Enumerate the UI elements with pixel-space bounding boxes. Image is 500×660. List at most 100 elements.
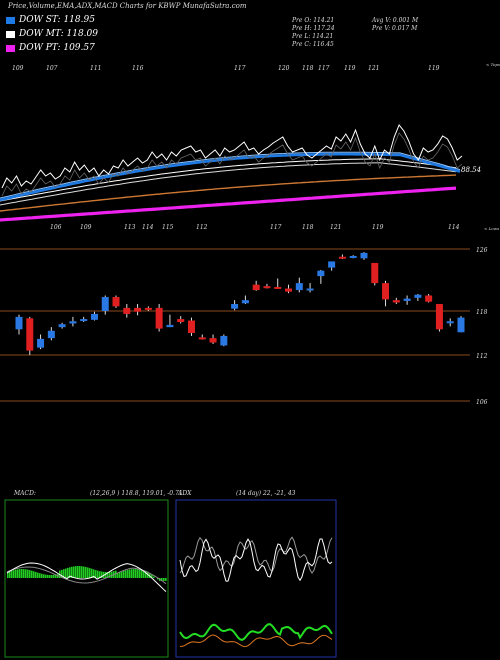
legend-label-st: DOW ST: 118.95 — [19, 15, 95, 25]
lows-label: < Lows — [484, 226, 499, 231]
low-value-label: 121 — [330, 224, 341, 231]
candle-body — [306, 288, 314, 291]
top-value-label: 109 — [12, 65, 24, 72]
macd-histogram-bar — [71, 566, 73, 578]
low-value-label: 114 — [448, 224, 460, 231]
candle-body — [360, 252, 368, 259]
macd-histogram-bar — [27, 569, 29, 578]
macd-histogram-bar — [163, 578, 165, 581]
low-value-label: 117 — [270, 224, 282, 231]
candle-body — [403, 298, 411, 301]
macd-histogram-bar — [37, 572, 39, 578]
macd-histogram-bar — [25, 569, 27, 578]
macd-histogram-bar — [99, 571, 101, 578]
st-ema-line — [0, 152, 461, 202]
top-value-label: 117 — [234, 65, 246, 72]
macd-histogram-bar — [85, 566, 87, 578]
candle-body — [338, 256, 346, 259]
top-value-label: 107 — [46, 65, 58, 72]
candle-body — [15, 316, 23, 330]
legend-swatch-st — [6, 16, 15, 24]
lt-ema-line — [0, 174, 457, 212]
candle-body — [285, 288, 293, 292]
macd-histogram-bar — [87, 567, 89, 578]
candle-body — [47, 330, 55, 339]
macd-histogram-bar — [145, 570, 147, 578]
macd-histogram-bar — [97, 570, 99, 578]
macd-histogram-bar — [39, 573, 41, 578]
macd-values: (12,26,9 ) 118.8, 119.01, -0.71 — [90, 490, 183, 497]
candle-body — [252, 284, 260, 291]
macd-histogram-bar — [127, 569, 129, 578]
candle-body — [263, 286, 271, 289]
macd-histogram-bar — [69, 567, 71, 578]
candle-body — [392, 300, 400, 303]
candle-body — [177, 319, 185, 322]
macd-histogram-bar — [157, 578, 159, 580]
macd-histogram-bar — [93, 569, 95, 578]
macd-histogram-bar — [21, 569, 23, 578]
candle-body — [134, 307, 142, 312]
legend-dow-st: DOW ST: 118.95 — [6, 15, 95, 25]
adx-minus-di-line — [179, 536, 333, 574]
candle-body — [295, 283, 303, 291]
candle-body — [446, 321, 454, 324]
low-value-label: 118 — [302, 224, 314, 231]
candle-body — [425, 295, 433, 302]
macd-histogram-bar — [7, 572, 9, 578]
candle-body — [155, 307, 163, 329]
candle-body — [220, 335, 228, 346]
mt-ema-line-outer — [0, 162, 457, 206]
macd-histogram-bar — [131, 569, 133, 578]
macd-histogram-bar — [17, 569, 19, 578]
candle-body — [166, 324, 174, 328]
y-tick-label: 118 — [476, 309, 488, 316]
y-tick-label: 112 — [476, 353, 488, 360]
top-value-label: 119 — [344, 65, 356, 72]
candle-body — [198, 337, 206, 340]
candle-body — [231, 304, 239, 309]
top-value-label: 117 — [318, 65, 330, 72]
candle-body — [80, 319, 88, 322]
macd-histogram-bar — [91, 568, 93, 578]
legend-label-mt: DOW MT: 118.09 — [19, 29, 98, 39]
quote-pre-volume: Pre V: 0.017 M — [372, 25, 418, 32]
legend-label-pt: DOW PT: 109.57 — [19, 43, 95, 53]
macd-histogram-bar — [13, 570, 15, 578]
candle-body — [209, 338, 217, 343]
macd-histogram-bar — [135, 569, 137, 578]
top-value-label: 116 — [132, 65, 144, 72]
low-value-label: 113 — [124, 224, 136, 231]
candle-body — [371, 262, 379, 284]
candle-body — [112, 297, 120, 307]
macd-histogram-bar — [117, 573, 119, 578]
macd-histogram-bar — [109, 571, 111, 578]
top-value-label: 111 — [90, 65, 101, 72]
candle-body — [123, 307, 131, 314]
top-value-label: 119 — [428, 65, 440, 72]
candle-body — [58, 324, 66, 328]
macd-histogram-bar — [121, 571, 123, 578]
macd-label: MACD: — [14, 490, 36, 497]
low-value-label: 115 — [162, 224, 174, 231]
top-value-label: 118 — [302, 65, 314, 72]
candle-body — [187, 320, 195, 333]
quote-high: Pre H: 117.24 — [292, 25, 335, 32]
candle-body — [317, 270, 325, 277]
legend-swatch-pt — [6, 44, 15, 52]
macd-histogram-bar — [35, 571, 37, 578]
adx-panel — [175, 499, 337, 658]
candle-body — [144, 307, 152, 310]
macd-histogram-bar — [151, 574, 153, 578]
macd-histogram-bar — [129, 569, 131, 578]
candle-body — [349, 255, 357, 258]
macd-histogram-bar — [9, 571, 11, 578]
chart-title: Price,Volume,EMA,ADX,MACD Charts for KBW… — [8, 2, 247, 10]
candle-body — [69, 321, 77, 324]
macd-histogram-bar — [31, 570, 33, 578]
macd-histogram-bar — [23, 569, 25, 578]
macd-histogram-bar — [95, 570, 97, 578]
macd-histogram-bar — [29, 570, 31, 578]
macd-histogram-bar — [77, 566, 79, 578]
